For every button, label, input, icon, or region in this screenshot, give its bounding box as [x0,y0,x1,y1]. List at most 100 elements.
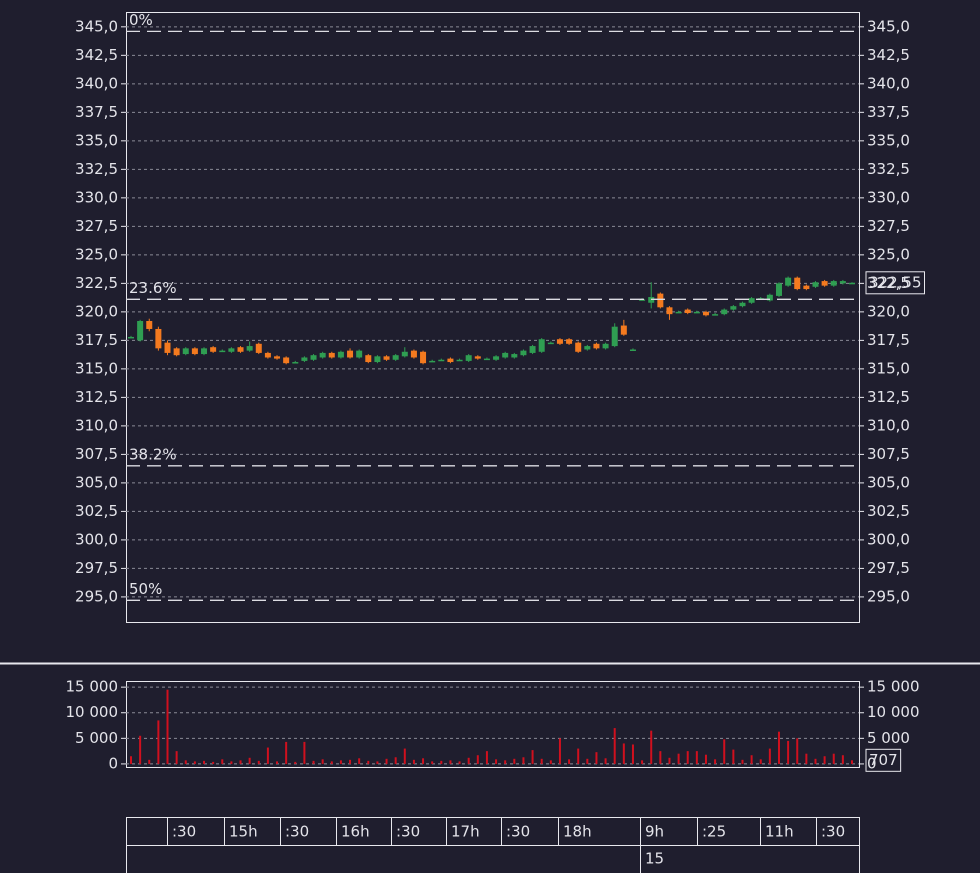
candle-body [684,309,691,314]
candle-body [702,311,709,316]
volume-bar [741,759,744,764]
volume-bar [695,751,698,764]
y-tick-label: 332,5 [75,160,118,178]
volume-bar [285,741,288,764]
volume-bar [440,760,443,764]
candle-body [337,351,344,358]
y2-tick-label: 295,0 [867,587,910,605]
volume-bar [239,760,242,764]
y2-tick-label: 297,5 [867,559,910,577]
y-tick-label: 337,5 [75,103,118,121]
y-tick-label: 325,0 [75,245,118,263]
y-tick-label: 320,0 [75,302,118,320]
candle-body [812,282,819,287]
candle-body [821,281,828,286]
volume-bar [504,760,507,764]
y-tick-label: 5 000 [75,729,118,747]
volume-bar [495,759,498,764]
volume-bar [339,760,342,764]
candle-body [721,309,728,315]
volume-bar [376,761,379,764]
y-tick-label: 307,5 [75,445,118,463]
volume-bar [832,753,835,764]
volume-bar [431,761,434,764]
volume-bar [787,740,790,764]
candle-body [301,357,308,361]
y2-tick-label: 330,0 [867,188,910,206]
volume-bar [221,759,224,764]
fib-label: 38.2% [129,445,177,463]
y-tick-label: 10 000 [66,703,119,721]
y-tick-label: 317,5 [75,331,118,349]
volume-bar [330,761,333,764]
volume-bar [796,738,799,764]
volume-bar [777,731,780,764]
candle-body [283,357,290,364]
candle-body [319,352,326,358]
time-label: 11h [765,823,794,841]
volume-bar [622,743,625,764]
candle-body [520,350,527,356]
y-tick-label: 330,0 [75,188,118,206]
volume-bar [659,751,662,764]
y2-tick-label: 15 000 [867,678,920,696]
candle-body [182,348,189,355]
y2-tick-label: 337,5 [867,103,910,121]
date-label: 15 [645,850,664,868]
candle-body [629,349,636,351]
fib-label: 50% [129,580,162,598]
y2-tick-label: 335,0 [867,131,910,149]
volume-bar [184,760,187,764]
candle-body [392,355,399,360]
candle-body [712,314,719,316]
candle-body [794,277,801,290]
candle-body [456,359,463,362]
volume-bar [394,757,397,764]
volume-bar [230,761,233,764]
candle-body [602,343,609,349]
candle-body [410,350,417,358]
volume-bar [851,760,853,764]
candle-body [611,326,618,347]
volume-bar [558,738,561,764]
time-label: :30 [396,823,420,841]
volume-bar [531,750,534,764]
y2-tick-label: 5 000 [867,729,910,747]
candle-body [447,358,454,363]
volume-bar [814,758,817,764]
candle-body [374,356,381,363]
candle-body [739,302,746,307]
volume-bar [714,759,717,764]
candle-body [164,342,171,353]
candle-body [547,342,554,345]
volume-bar [148,759,151,764]
time-label: 16h [341,823,370,841]
volume-bar [732,749,735,764]
candle-body [730,306,737,310]
y2-tick-label: 320,0 [867,302,910,320]
volume-bar [677,753,680,764]
y-tick-label: 322,5 [75,274,118,292]
y-tick-label: 310,0 [75,416,118,434]
y2-tick-label: 332,5 [867,160,910,178]
volume-bar [513,758,516,764]
candle-body [639,299,646,301]
volume-bar [595,752,598,764]
volume-bar [139,735,142,764]
volume-bar [485,751,488,764]
volume-bar [723,739,726,764]
candle-body [493,356,500,360]
fib-label: 23.6% [129,279,177,297]
candle-body [748,298,755,303]
candle-body [766,294,773,301]
volume-bar [193,761,196,764]
volume-bar [759,759,762,764]
candle-body [146,320,153,329]
candle-body [155,328,162,349]
candle-body [137,320,144,341]
candle-body [849,282,855,285]
candle-body [128,336,134,339]
y-tick-label: 345,0 [75,17,118,35]
y2-tick-label: 327,5 [867,217,910,235]
